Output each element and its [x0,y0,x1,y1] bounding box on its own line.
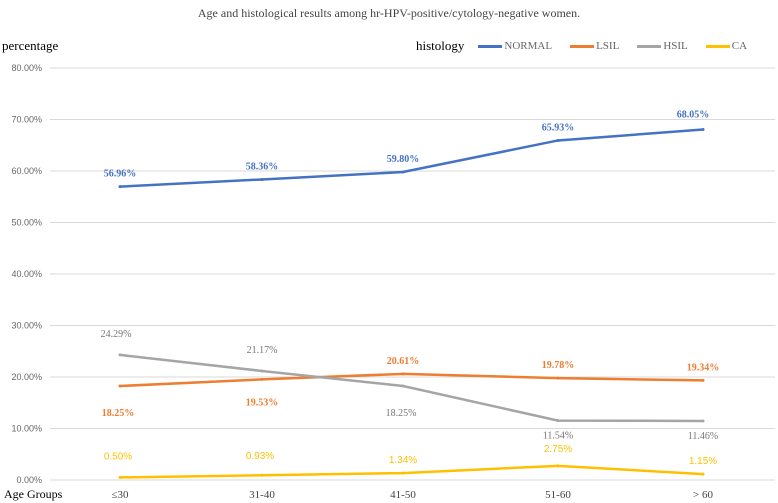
data-point [701,378,705,382]
data-point [556,419,560,423]
data-point [401,471,405,475]
data-label: 11.46% [688,431,718,442]
data-point [118,353,122,357]
y-tick-label: 80.00% [11,63,42,73]
y-tick-label: 40.00% [11,269,42,279]
legend-item-hsil: HSIL [637,40,688,52]
data-point [701,128,705,132]
x-tick-label: > 60 [693,489,713,501]
data-point [401,170,405,174]
y-tick-label: 0.00% [16,475,42,485]
data-label: 19.53% [246,397,279,408]
data-label: 20.61% [387,356,420,367]
data-label: 18.25% [102,408,135,419]
legend-item-normal: NORMAL [478,40,552,52]
data-point [701,419,705,423]
data-label: 24.29% [101,329,132,340]
data-label: 59.80% [387,154,420,165]
y-tick-label: 20.00% [11,372,42,382]
y-tick-label: 10.00% [11,424,42,434]
data-label: 68.05% [677,110,710,121]
data-label: 19.78% [542,360,575,371]
y-tick-label: 60.00% [11,166,42,176]
data-point [118,185,122,189]
data-label: 2.75% [544,444,572,455]
x-tick-label: 51-60 [545,489,571,501]
data-point [701,472,705,476]
data-label: 18.25% [386,408,417,419]
data-label: 0.50% [104,451,132,462]
data-point [556,376,560,380]
data-point [260,377,264,381]
data-label: 1.15% [689,456,717,467]
data-point [556,138,560,142]
series-line-lsil [119,372,704,388]
data-label: 0.93% [246,451,274,462]
data-point [118,475,122,479]
data-point [260,177,264,181]
data-point [260,473,264,477]
data-label: 58.36% [246,161,279,172]
series-line-ca [119,464,704,479]
y-tick-label: 30.00% [11,321,42,331]
data-point [401,372,405,376]
data-label: 56.96% [104,169,137,180]
data-label: 11.54% [543,431,573,442]
data-point [260,369,264,373]
y-tick-label: 50.00% [11,218,42,228]
legend-title: histology [416,38,465,53]
data-point [556,464,560,468]
x-tick-label: ≤30 [111,489,129,501]
y-axis-label: percentage [2,38,59,53]
x-tick-label: 31-40 [249,489,275,501]
x-tick-label: 41-50 [390,489,416,501]
data-label: 65.93% [542,122,575,133]
x-axis-label: Age Groups [4,487,63,501]
data-label: 19.34% [687,362,720,373]
data-point [118,384,122,388]
data-point [401,384,405,388]
legend-item-lsil: LSIL [570,40,619,52]
data-label: 21.17% [247,345,278,356]
y-tick-label: 70.00% [11,115,42,125]
legend-item-ca: CA [705,40,747,52]
legend: histology NORMAL LSIL HSIL CA [416,38,765,54]
chart-title: Age and histological results among hr-HP… [197,6,581,20]
data-label: 1.34% [389,455,417,466]
